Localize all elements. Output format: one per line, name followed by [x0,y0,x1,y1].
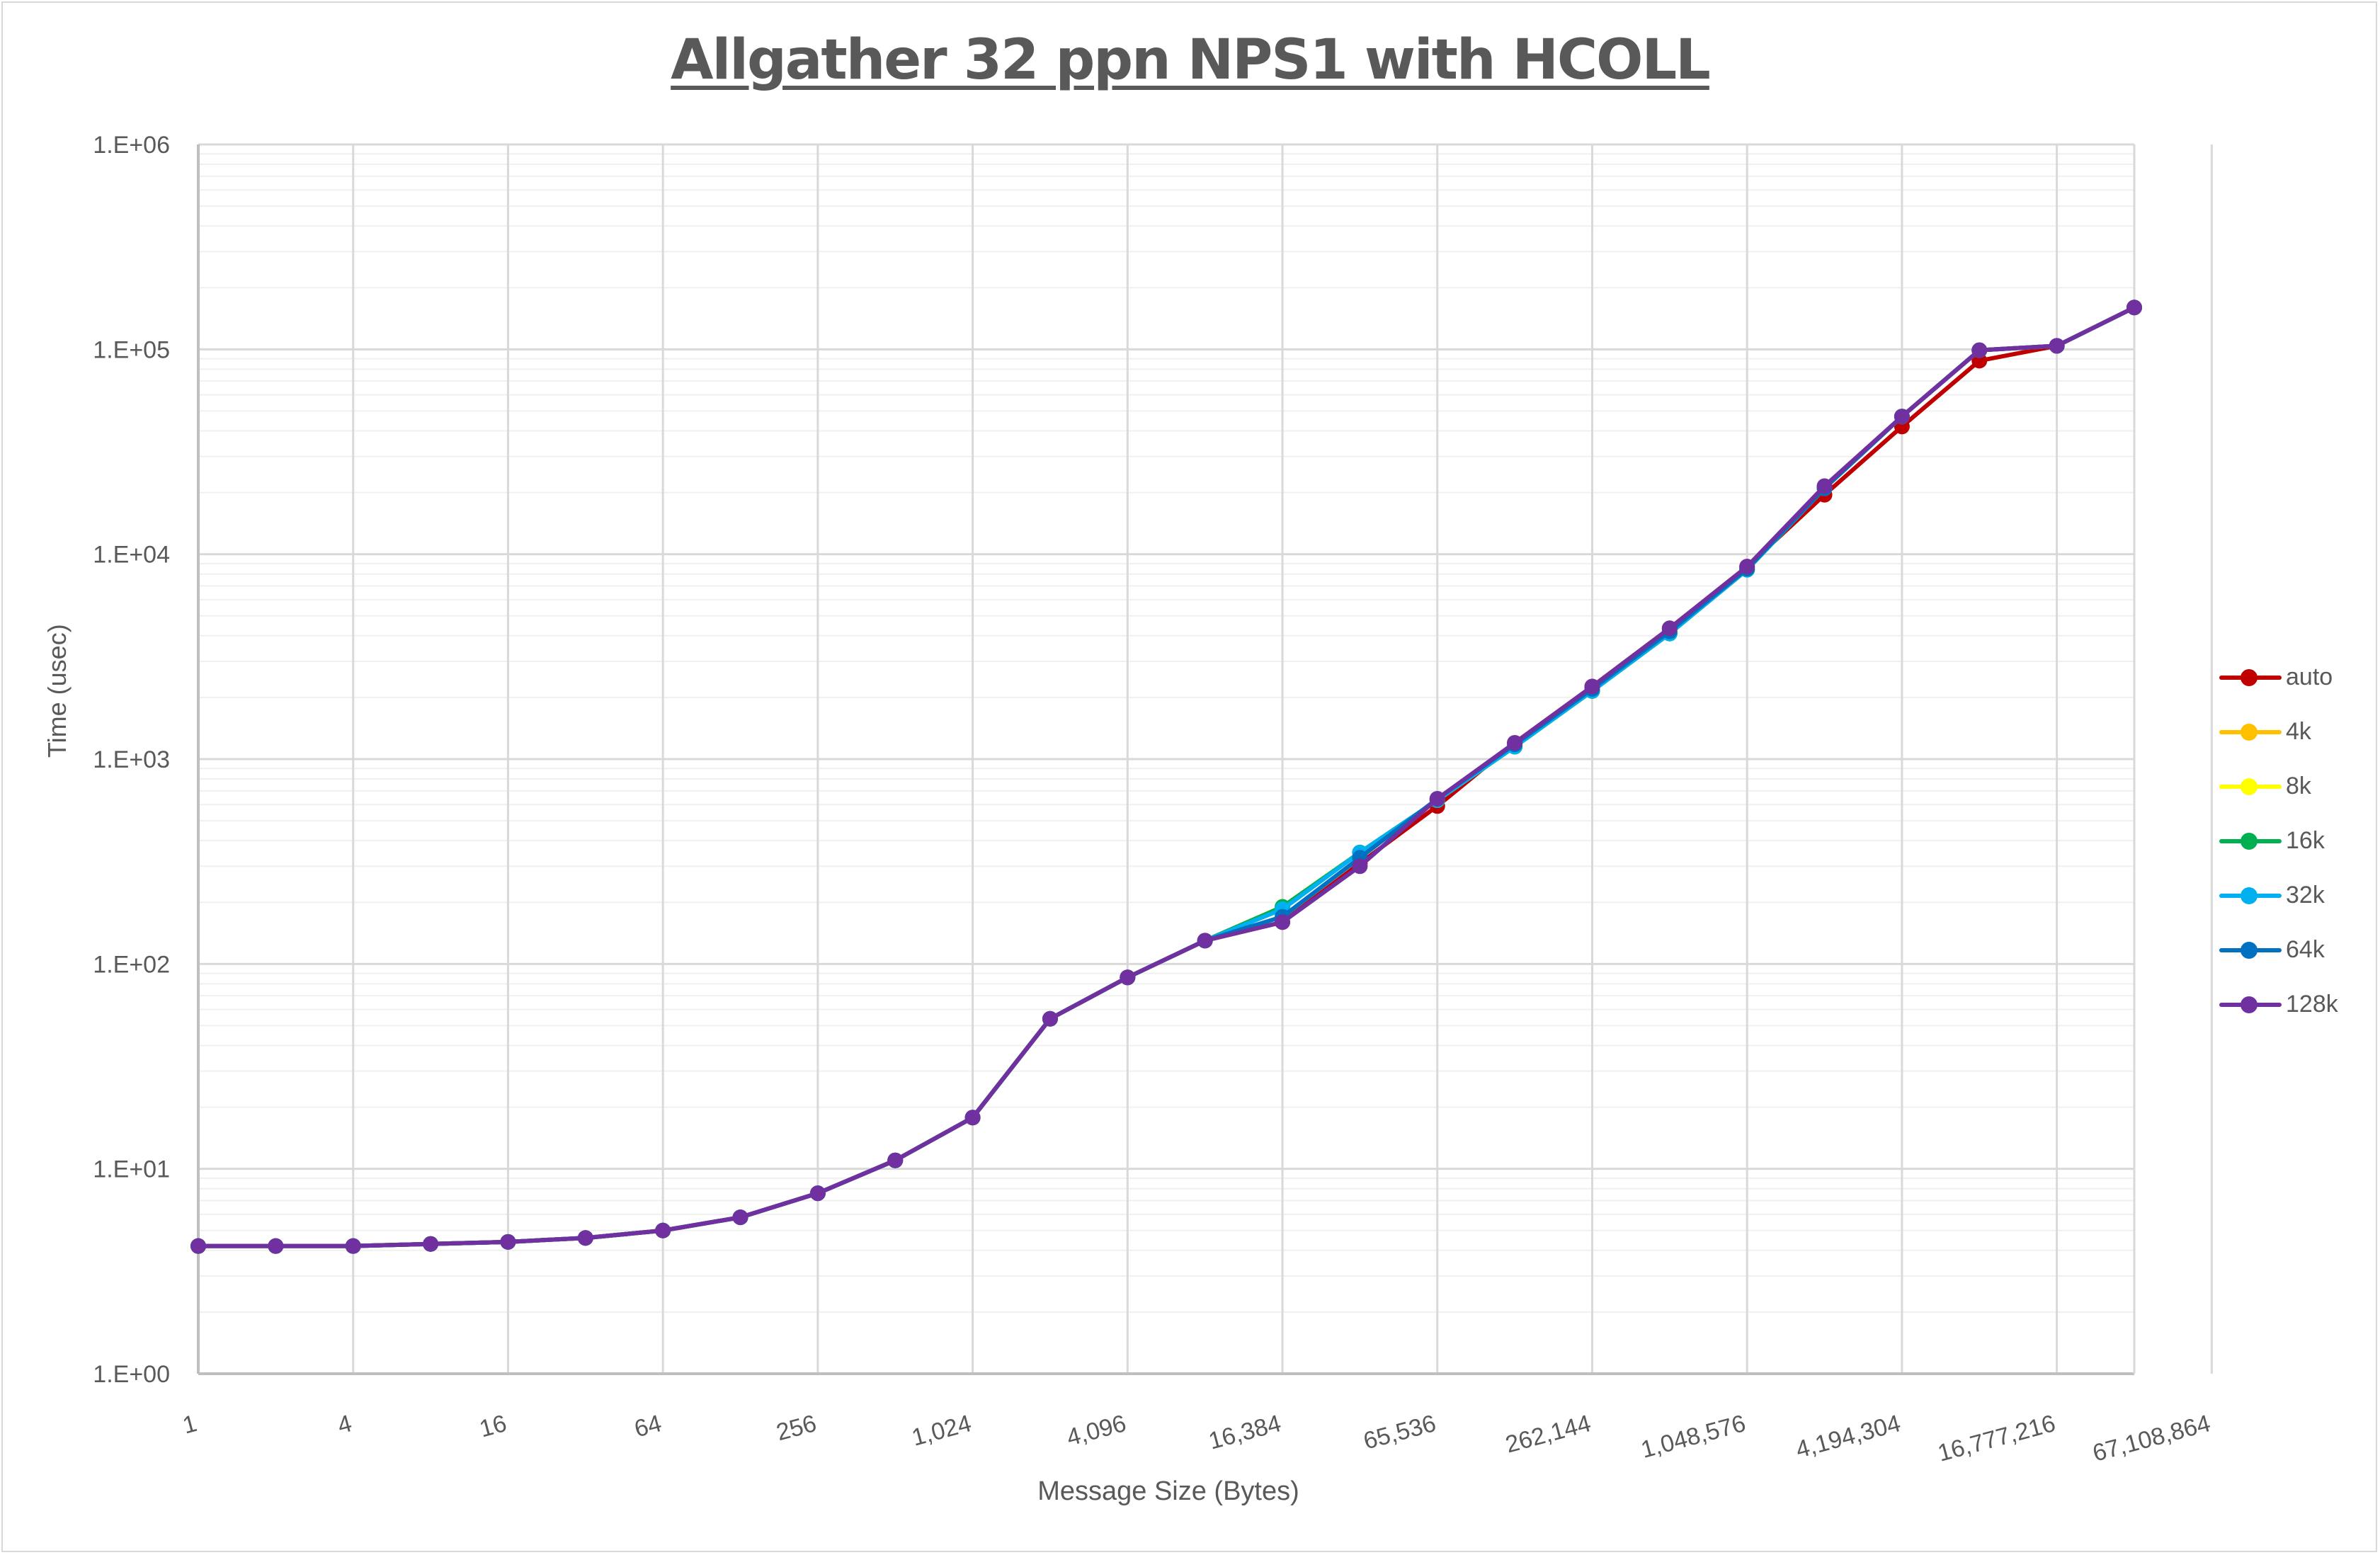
data-point [1739,559,1755,575]
data-point [1584,678,1600,695]
data-point [345,1238,361,1254]
axes: 1.E+00 1.E+01 1.E+02 1.E+03 1.E+04 1.E+05 1.E+… [93,132,2213,1467]
series-64k [190,300,2142,1254]
x-tick-label: 256 [773,1410,819,1446]
x-tick-label: 4,194,304 [1793,1410,1903,1464]
legend-label: 32k [2286,882,2325,908]
y-tick-label: 1.E+04 [93,542,170,569]
legend-item-64k: 64k [2216,923,2338,977]
data-point [2126,300,2142,316]
series-16k [190,300,2142,1254]
data-point [1507,735,1523,751]
data-point [190,1238,206,1254]
y-tick-label: 1.E+06 [93,132,170,159]
legend-marker-icon [2216,936,2284,964]
x-tick-label: 16,384 [1206,1410,1284,1455]
y-tick-label: 1.E+02 [93,951,170,978]
data-point [1042,1010,1058,1027]
x-tick-label: 4 [335,1410,355,1440]
data-point [268,1238,284,1254]
x-tick-label: 16 [477,1410,509,1442]
x-tick-label: 1,048,576 [1638,1410,1748,1464]
x-tick-label: 1,024 [909,1410,974,1452]
legend-label: 64k [2286,936,2325,963]
legend-marker-icon [2216,882,2284,910]
data-point [655,1222,671,1238]
series-32k [190,300,2142,1254]
series-lines [190,300,2142,1254]
x-tick-label: 16,777,216 [1935,1410,2059,1467]
legend-item-16k: 16k [2216,814,2338,868]
y-tick-label: 1.E+05 [93,336,170,363]
data-point [2049,338,2065,354]
legend-item-4k: 4k [2216,705,2338,759]
legend-item-128k: 128k [2216,977,2338,1032]
data-point [1816,478,1833,494]
y-tick-label: 1.E+03 [93,746,170,773]
x-tick-label: 262,144 [1503,1410,1594,1459]
data-point [500,1234,516,1250]
legend-item-auto: auto [2216,650,2338,705]
gridlines [198,143,2213,1375]
data-point [1352,858,1368,875]
x-tick-label: 67,108,864 [2090,1410,2213,1467]
x-tick-label: 65,536 [1361,1410,1439,1455]
y-tick-label: 1.E+00 [93,1361,170,1388]
data-point [1661,620,1678,637]
series-128k [190,300,2142,1254]
data-point [1429,791,1445,807]
legend-marker-icon [2216,663,2284,692]
series-auto [190,300,2142,1254]
data-point [1971,342,1988,358]
data-point [964,1110,981,1126]
y-tick-label: 1.E+01 [93,1156,170,1183]
data-point [423,1236,439,1252]
data-point [577,1230,593,1246]
legend-marker-icon [2216,773,2284,801]
chart-title: Allgather 32 ppn NPS1 with HCOLL [671,28,1711,92]
data-point [1120,969,1136,986]
legend-label: 128k [2286,991,2338,1018]
legend-marker-icon [2216,991,2284,1019]
legend-label: 4k [2286,718,2311,745]
legend: auto 4k 8k 16k 32k 64k 128k [2216,650,2338,1032]
legend-item-8k: 8k [2216,759,2338,814]
x-tick-label: 64 [632,1410,664,1442]
data-point [1275,914,1291,930]
legend-marker-icon [2216,718,2284,746]
x-tick-label: 1 [180,1410,200,1440]
legend-label: auto [2286,663,2333,690]
data-point [1197,933,1213,949]
data-point [732,1209,748,1226]
legend-label: 16k [2286,827,2325,854]
legend-item-32k: 32k [2216,868,2338,923]
series-8k [190,300,2142,1254]
data-point [887,1152,904,1168]
data-point [809,1185,826,1202]
x-tick-label: 4,096 [1064,1410,1129,1452]
data-point [1894,409,1910,425]
series-4k [190,300,2142,1254]
x-axis-label: Message Size (Bytes) [1037,1476,1299,1506]
legend-label: 8k [2286,773,2311,799]
legend-marker-icon [2216,827,2284,855]
